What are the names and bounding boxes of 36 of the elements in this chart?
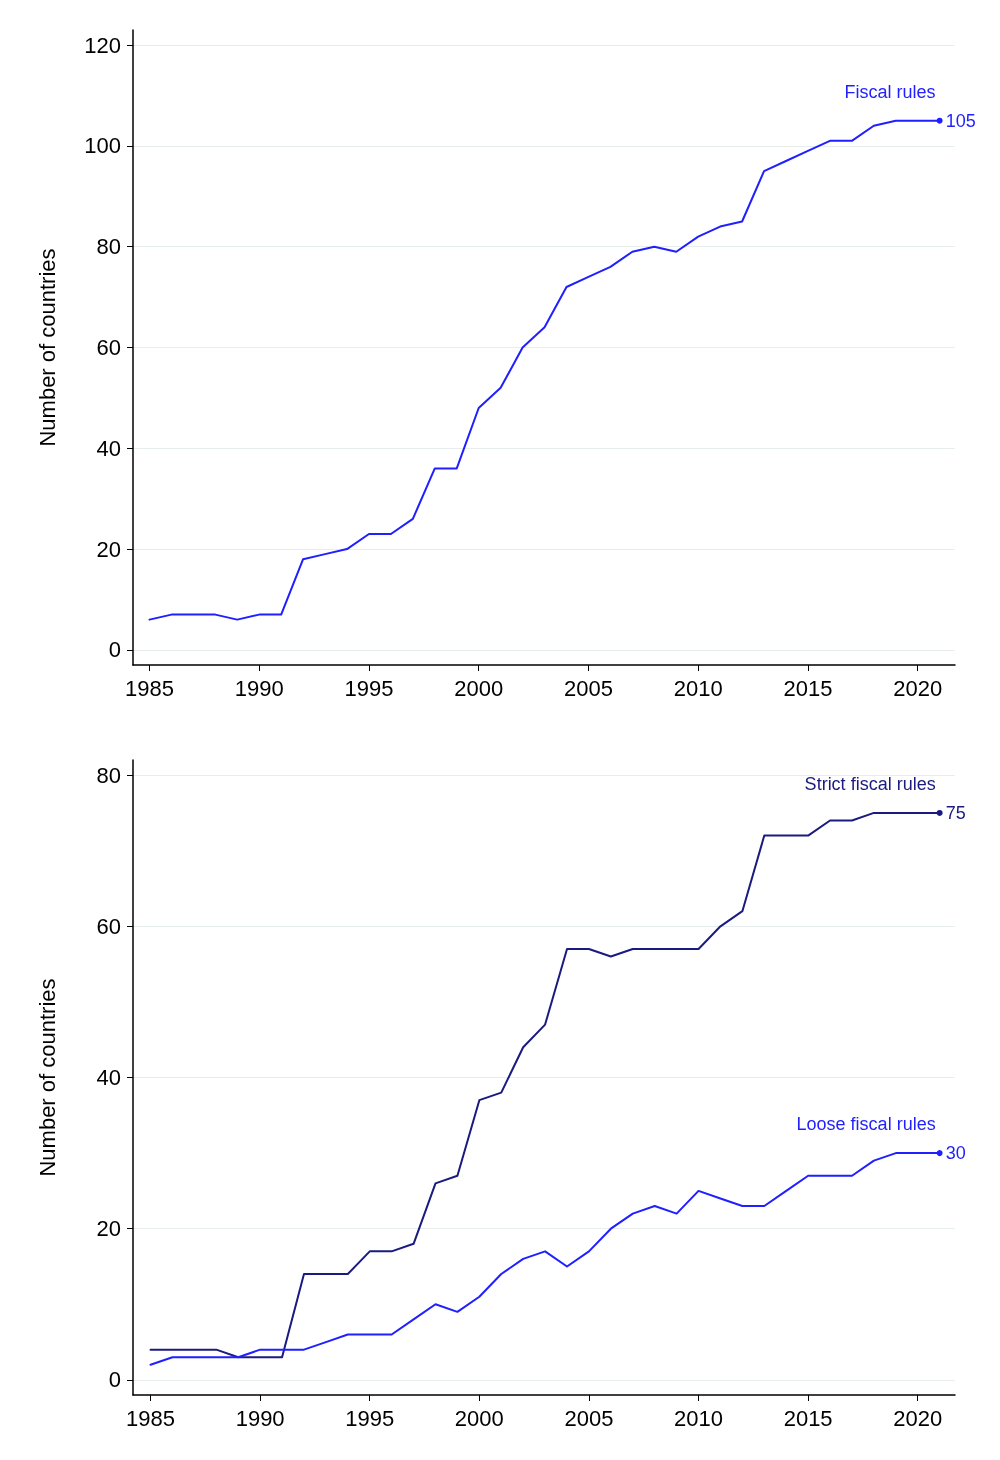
x-tick-label: 2005 [564,1405,614,1431]
x-tick-label: 1990 [234,675,284,701]
x-tick-label: 2000 [454,675,504,701]
y-tick-label: 80 [96,234,121,260]
data-label: 75 [945,802,966,823]
data-label: 105 [945,110,976,131]
x-tick-label: 1985 [124,675,174,701]
y-tick-label: 60 [96,913,121,939]
series-label: Strict fiscal rules [804,773,936,794]
x-tick-label: 2020 [893,675,943,701]
x-tick-label: 2020 [893,1405,943,1431]
y-tick-label: 80 [96,762,121,788]
x-tick-label: 1985 [126,1405,176,1431]
x-tick-label: 1990 [235,1405,285,1431]
y-tick-label: 20 [96,1216,121,1242]
y-axis-title: Number of countries [34,248,60,447]
y-tick-label: 120 [84,32,121,58]
x-tick-label: 1995 [345,1405,395,1431]
y-tick-label: 20 [96,536,121,562]
y-tick-label: 40 [96,1065,121,1090]
series-label: Fiscal rules [844,81,936,102]
y-axis-title: Number of countries [34,978,60,1177]
x-tick-label: 2015 [783,675,833,701]
x-tick-label: 2015 [783,1405,833,1431]
x-tick-label: 2005 [563,675,613,701]
y-tick-label: 100 [84,133,121,159]
series-label: Loose fiscal rules [796,1114,936,1135]
y-tick-label: 60 [96,335,121,360]
x-tick-label: 2010 [674,1405,724,1431]
x-tick-label: 2000 [454,1405,504,1431]
x-tick-label: 2010 [673,675,723,701]
data-label: 30 [945,1143,966,1164]
x-tick-label: 1995 [344,675,394,701]
y-tick-label: 40 [96,435,121,461]
y-tick-label: 0 [108,637,121,663]
y-tick-label: 0 [108,1367,121,1393]
